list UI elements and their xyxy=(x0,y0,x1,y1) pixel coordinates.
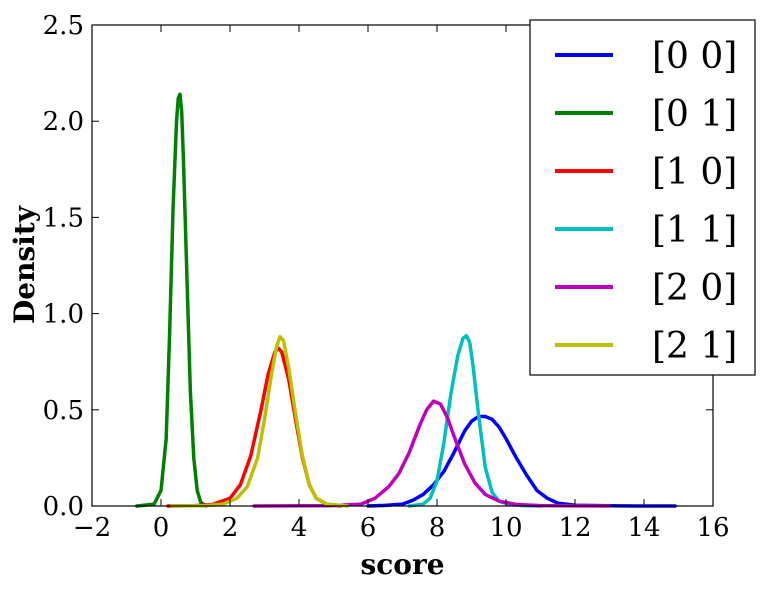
y-tick-label: 0.0 xyxy=(43,492,84,522)
x-tick-label: 6 xyxy=(360,513,377,543)
x-tick-label: 8 xyxy=(429,513,446,543)
legend-box xyxy=(529,19,756,376)
series-line-5 xyxy=(169,334,350,508)
legend-label-4: [2 0] xyxy=(652,268,737,309)
y-tick-label: 2.0 xyxy=(43,107,84,137)
y-axis-title: Density xyxy=(8,205,41,324)
series-line-1 xyxy=(135,92,208,508)
legend-label-1: [0 1] xyxy=(652,94,737,135)
legend-label-3: [1 1] xyxy=(652,210,737,251)
series-line-4 xyxy=(252,399,612,508)
y-tick-label: 1.0 xyxy=(43,300,84,330)
x-tick-label: 0 xyxy=(153,513,170,543)
series-line-0 xyxy=(366,414,677,508)
y-ticks: 0.0 0.5 1.0 1.5 2.0 2.5 xyxy=(43,11,713,522)
series-layer xyxy=(135,92,677,508)
y-tick-label: 1.5 xyxy=(43,203,84,233)
x-tick-label: 4 xyxy=(291,513,308,543)
x-tick-label: −2 xyxy=(73,513,111,543)
legend: [0 0] [0 1] [1 0] [1 1] [2 0] [2 1] xyxy=(529,19,756,376)
x-axis-title: score xyxy=(360,548,444,581)
legend-label-5: [2 1] xyxy=(652,326,737,367)
legend-label-0: [0 0] xyxy=(652,36,737,77)
x-tick-label: 16 xyxy=(696,513,729,543)
x-ticks: −2 0 2 4 6 8 10 12 14 16 xyxy=(73,25,730,543)
x-tick-label: 10 xyxy=(489,513,522,543)
y-tick-label: 2.5 xyxy=(43,11,84,41)
x-tick-label: 14 xyxy=(627,513,660,543)
x-tick-label: 2 xyxy=(222,513,239,543)
legend-label-2: [1 0] xyxy=(652,152,737,193)
y-tick-label: 0.5 xyxy=(43,396,84,426)
x-tick-label: 12 xyxy=(558,513,591,543)
